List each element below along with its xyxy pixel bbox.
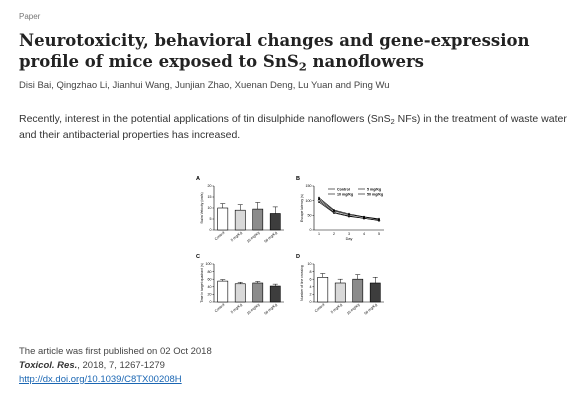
- data-point-series-4: [333, 208, 335, 212]
- y-tick-label-d: 2: [310, 293, 312, 297]
- x-tick-label-c: 50 mg/Kg: [264, 303, 278, 316]
- data-point-series-3: [363, 217, 365, 220]
- bar-d-4: [369, 282, 381, 303]
- x-tick-label-a: Control: [214, 231, 226, 242]
- legend-label-series-4: 50 mg/Kg: [367, 192, 383, 196]
- bar-c-3: [252, 282, 264, 303]
- abstract-subscript: 2: [390, 117, 395, 127]
- x-tick-label-d: 50 mg/Kg: [364, 303, 378, 316]
- data-point-series-3: [348, 215, 350, 218]
- article-type-label: Paper: [19, 12, 41, 21]
- bar-a-3: [252, 208, 264, 231]
- x-tick-label-d: 10 mg/Kg: [346, 303, 360, 316]
- article-title[interactable]: Neurotoxicity, behavioral changes and ge…: [19, 30, 569, 72]
- citation-details: , 2018, 7, 1267-1279: [77, 360, 165, 371]
- y-tick-label-c: 40: [208, 285, 212, 289]
- y-tick-label-c: 80: [208, 270, 212, 274]
- y-tick-label-b: 150: [306, 184, 312, 188]
- x-tick-label-b: 4: [363, 232, 365, 236]
- y-axis-label-c: Time in target quadrant (s): [200, 263, 204, 303]
- data-point-series-3: [378, 219, 380, 222]
- y-tick-label-c: 20: [208, 293, 212, 297]
- x-tick-label-b: 5: [378, 232, 380, 236]
- legend-label-series-2: 5 mg/Kg: [367, 187, 381, 191]
- data-point-series-3: [333, 211, 335, 214]
- journal-name: Toxicol. Res.: [19, 360, 78, 371]
- y-axis-label-d: Number of line crossing: [300, 265, 304, 301]
- y-tick-label-c: 100: [206, 262, 212, 266]
- bar-d-3: [352, 278, 364, 303]
- x-tick-label-a: 10 mg/Kg: [246, 231, 260, 244]
- x-tick-label-d: Control: [314, 303, 326, 314]
- data-point-series-4: [318, 196, 320, 199]
- x-tick-label-a: 50 mg/Kg: [264, 231, 278, 244]
- panel-label-a: A: [196, 176, 200, 182]
- y-axis-label-a: Swim Velocity (cm/s): [200, 192, 204, 223]
- citation-line: Toxicol. Res., 2018, 7, 1267-1279: [19, 359, 212, 373]
- panel-label-c: C: [196, 254, 200, 260]
- x-tick-label-c: 5 mg/Kg: [230, 303, 243, 315]
- y-tick-label-c: 60: [208, 277, 212, 281]
- data-point-series-3: [318, 201, 320, 203]
- x-tick-label-b: 1: [318, 232, 320, 236]
- author-list: Disi Bai, Qingzhao Li, Jianhui Wang, Jun…: [19, 80, 390, 91]
- y-tick-label-a: 20: [208, 184, 212, 188]
- data-point-series-2: [318, 198, 320, 201]
- publication-info: The article was first published on 02 Oc…: [19, 345, 212, 387]
- y-tick-label-b: 0: [310, 228, 312, 232]
- published-date: The article was first published on 02 Oc…: [19, 346, 212, 357]
- bar-a-2: [234, 209, 246, 231]
- y-tick-label-d: 8: [310, 270, 312, 274]
- bar-a-1: [217, 207, 229, 231]
- x-tick-label-c: 10 mg/Kg: [246, 303, 260, 316]
- y-tick-label-c: 0: [210, 300, 212, 304]
- bar-c-2: [234, 283, 246, 303]
- x-tick-label-d: 5 mg/Kg: [330, 303, 343, 315]
- y-tick-label-d: 6: [310, 277, 312, 281]
- x-tick-label-a: 5 mg/Kg: [230, 231, 243, 243]
- x-tick-label-b: 3: [348, 232, 350, 236]
- y-tick-label-b: 50: [308, 214, 312, 218]
- y-tick-label-d: 10: [308, 262, 312, 266]
- abstract-text-before-subscript: Recently, interest in the potential appl…: [19, 113, 391, 125]
- x-tick-label-c: Control: [214, 303, 226, 314]
- doi-link[interactable]: http://dx.doi.org/10.1039/C8TX00208H: [19, 374, 182, 385]
- y-tick-label-b: 100: [306, 199, 312, 203]
- y-tick-label-a: 15: [208, 195, 212, 199]
- graphical-abstract-figure[interactable]: A 0 5 10 15 20 Swim Velocity (cm/s) Control 5 mg…: [192, 172, 392, 324]
- panel-label-d: D: [296, 254, 300, 260]
- title-subscript: 2: [298, 59, 307, 74]
- y-axis-label-b: Escape latency (s): [300, 194, 304, 222]
- bar-d-2: [334, 282, 346, 303]
- abstract-text-after-subscript: NFs) in the treatment of waste water and…: [19, 113, 567, 141]
- y-tick-label-a: 10: [208, 206, 212, 210]
- bar-a-4: [269, 213, 281, 231]
- y-tick-label-a: 0: [210, 228, 212, 232]
- y-tick-label-d: 0: [310, 300, 312, 304]
- data-point-series-4: [363, 215, 365, 218]
- title-text-after-subscript: nanoflowers: [306, 52, 424, 71]
- abstract: Recently, interest in the potential appl…: [19, 111, 567, 143]
- y-tick-label-d: 4: [310, 285, 312, 289]
- x-tick-label-b: 2: [333, 232, 335, 236]
- legend-label-series-1: Control: [337, 187, 350, 191]
- x-axis-label-b: Day: [346, 237, 353, 241]
- legend-label-series-3: 10 mg/Kg: [337, 192, 353, 196]
- title-text-before-subscript: Neurotoxicity, behavioral changes and ge…: [19, 31, 530, 71]
- panel-label-b: B: [296, 176, 300, 182]
- bar-d-1: [317, 277, 329, 303]
- bar-c-1: [217, 280, 229, 303]
- bar-c-4: [269, 285, 281, 303]
- y-tick-label-a: 5: [210, 217, 212, 221]
